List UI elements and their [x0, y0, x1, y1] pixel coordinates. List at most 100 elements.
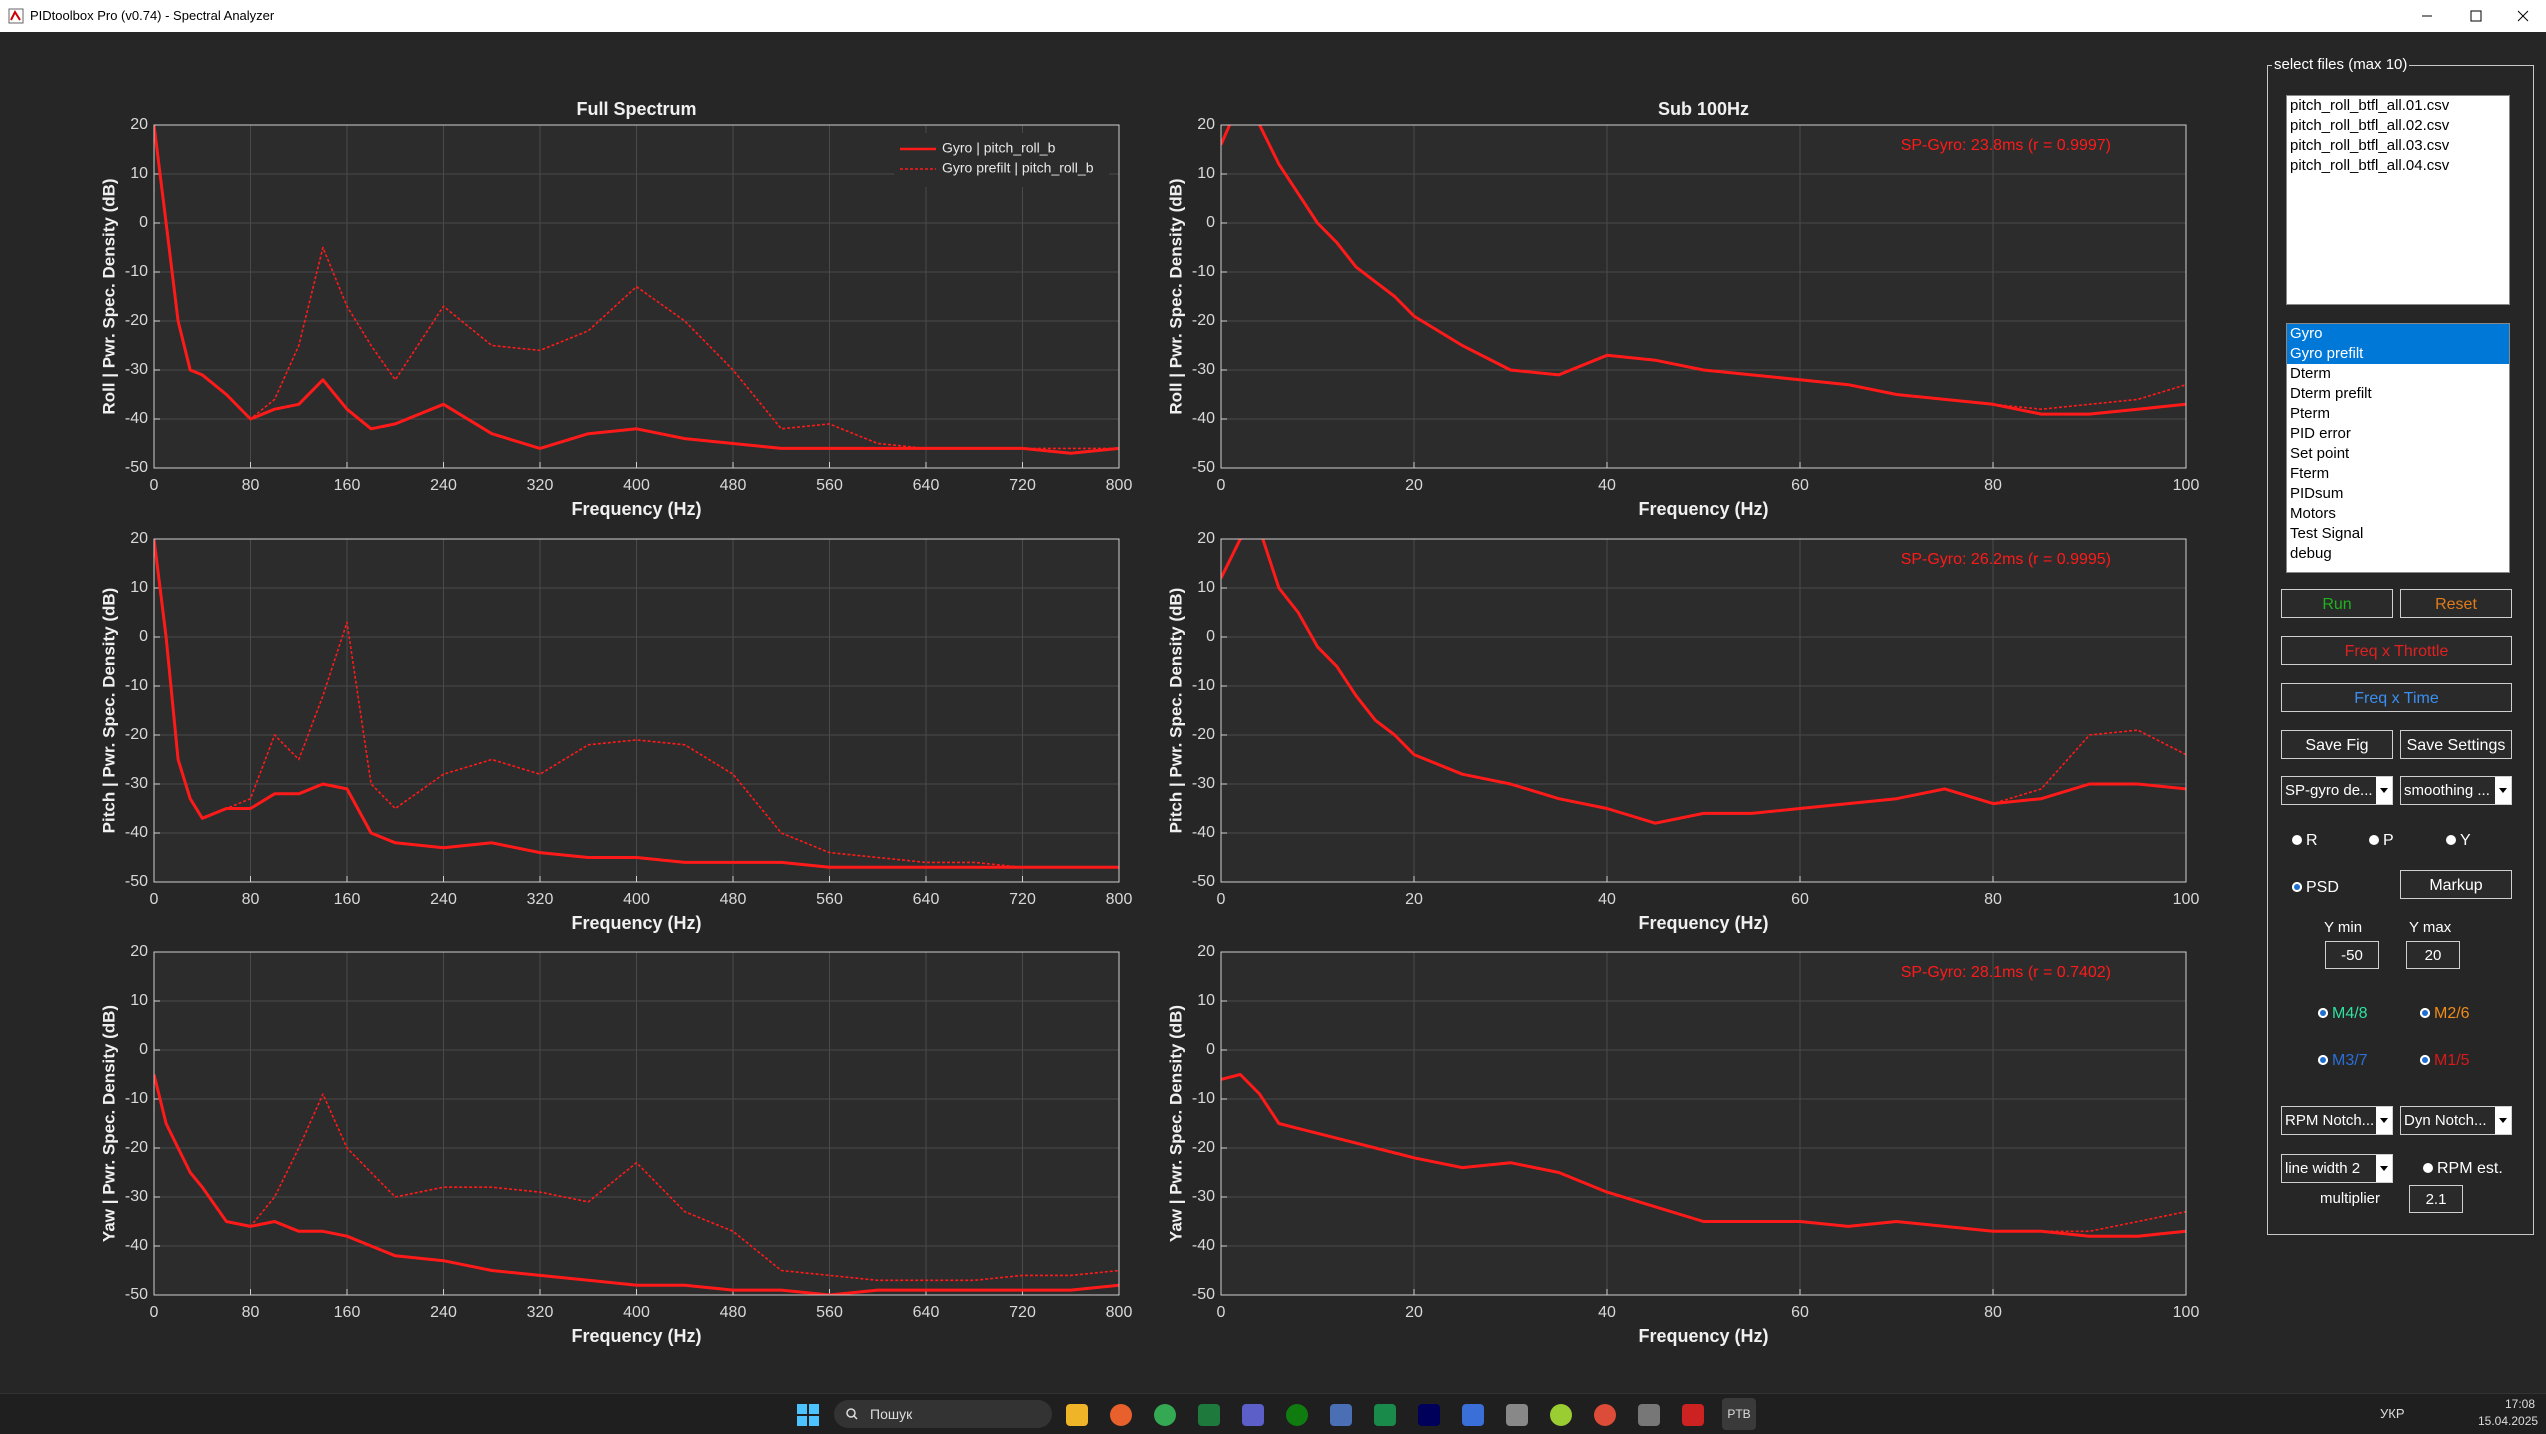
clock-time[interactable]: 17:08 — [2505, 1397, 2536, 1411]
y-tick-label: 0 — [139, 214, 148, 231]
list-item[interactable]: pitch_roll_btfl_all.02.csv — [2290, 117, 2450, 134]
x-axis-label: Frequency (Hz) — [571, 499, 701, 519]
taskbar-icon[interactable] — [1330, 1404, 1352, 1426]
taskbar-icon[interactable] — [1418, 1404, 1440, 1426]
list-item[interactable]: pitch_roll_btfl_all.01.csv — [2290, 97, 2450, 114]
motor-radio[interactable]: M1/5 — [2420, 1051, 2470, 1071]
list-item[interactable]: Gyro prefilt — [2287, 344, 2509, 364]
list-item[interactable]: PID error — [2290, 425, 2351, 442]
control-panel: select files (max 10) pitch_roll_btfl_al… — [2267, 56, 2534, 1235]
axis-radio[interactable]: R — [2292, 831, 2318, 851]
list-item[interactable]: pitch_roll_btfl_all.04.csv — [2290, 157, 2450, 174]
list-item[interactable]: Test Signal — [2290, 525, 2364, 542]
active-app[interactable]: PTB — [1722, 1398, 1756, 1430]
psd-radio[interactable]: PSD — [2292, 878, 2339, 898]
x-tick-label: 80 — [242, 477, 260, 494]
x-tick-label: 560 — [816, 1304, 843, 1321]
taskbar-icon[interactable] — [1198, 1404, 1220, 1426]
taskbar-icon[interactable] — [1682, 1404, 1704, 1426]
axes-box — [1220, 538, 2187, 883]
list-item[interactable]: PIDsum — [2290, 485, 2344, 502]
taskbar-icon[interactable] — [1242, 1404, 1264, 1426]
axes: -50 -40 -30 -20 -10 0 10 20 0 20 40 60 80 100 Frequenc… — [1166, 943, 2199, 1346]
x-tick-label: 240 — [430, 477, 457, 494]
y-tick-label: -40 — [125, 410, 148, 427]
x-tick-label: 0 — [1217, 1304, 1226, 1321]
list-item[interactable]: debug — [2290, 545, 2332, 562]
smoothing-dropdown[interactable]: smoothing ... — [2400, 776, 2512, 805]
dyn-notch-dropdown[interactable]: Dyn Notch... — [2400, 1106, 2512, 1135]
start-button[interactable] — [796, 1403, 820, 1427]
markup-button[interactable]: Markup — [2400, 870, 2512, 899]
list-item[interactable]: Set point — [2290, 445, 2350, 462]
ymax-input[interactable]: 20 — [2406, 941, 2460, 969]
taskbar-icon[interactable] — [1154, 1404, 1176, 1426]
radio-label: M4/8 — [2332, 1005, 2368, 1022]
y-tick-label: -20 — [125, 312, 148, 329]
motor-radio[interactable]: M4/8 — [2318, 1004, 2368, 1024]
radio-label: RPM est. — [2437, 1160, 2503, 1177]
sp-dropdown[interactable]: SP-gyro de... — [2281, 776, 2393, 805]
axes: -50 -40 -30 -20 -10 0 10 20 0 80 160 240 320 400 480 56… — [99, 530, 1132, 933]
signal-list[interactable]: Gyro Gyro prefilt Dterm Dterm prefilt Pterm P… — [2286, 323, 2510, 573]
multiplier-input[interactable]: 2.1 — [2409, 1185, 2463, 1213]
y-tick-label: -20 — [125, 1139, 148, 1156]
ymin-input[interactable]: -50 — [2325, 941, 2379, 969]
clock-date[interactable]: 15.04.2025 — [2478, 1414, 2539, 1428]
list-item[interactable]: Motors — [2290, 505, 2336, 522]
radio-label: R — [2306, 832, 2318, 849]
y-tick-label: -30 — [1192, 1188, 1215, 1205]
x-tick-label: 800 — [1106, 1304, 1133, 1321]
y-tick-label: 0 — [1206, 628, 1215, 645]
save-settings-button[interactable]: Save Settings — [2400, 730, 2512, 759]
axis-radio[interactable]: Y — [2446, 831, 2471, 851]
axis-radio[interactable]: P — [2369, 831, 2394, 851]
taskbar-icon[interactable] — [1462, 1404, 1484, 1426]
freq-throttle-button[interactable]: Freq x Throttle — [2281, 636, 2512, 665]
reset-button[interactable]: Reset — [2400, 589, 2512, 618]
file-list[interactable]: pitch_roll_btfl_all.01.csv pitch_roll_btf… — [2286, 95, 2510, 305]
x-tick-label: 800 — [1106, 891, 1133, 908]
taskbar-icon[interactable] — [1110, 1404, 1132, 1426]
y-tick-label: -50 — [1192, 1286, 1215, 1303]
run-button[interactable]: Run — [2281, 589, 2393, 618]
taskbar-icon[interactable] — [1638, 1404, 1660, 1426]
list-item[interactable]: Pterm — [2290, 405, 2331, 422]
series-group — [1221, 539, 2186, 825]
list-item[interactable]: Dterm prefilt — [2290, 385, 2372, 402]
taskbar-icon[interactable] — [1506, 1404, 1528, 1426]
line-width-dropdown[interactable]: line width 2 — [2281, 1154, 2393, 1183]
y-tick-label: 10 — [1197, 165, 1215, 182]
x-tick-label: 800 — [1106, 477, 1133, 494]
y-tick-label: -50 — [1192, 873, 1215, 890]
window-controls[interactable] — [2400, 0, 2546, 32]
annotation: SP-Gyro: 23.8ms (r = 0.9997) — [1901, 137, 2111, 154]
motor-radio[interactable]: M2/6 — [2420, 1004, 2470, 1024]
list-item[interactable]: pitch_roll_btfl_all.03.csv — [2290, 137, 2450, 154]
list-item[interactable]: Fterm — [2290, 465, 2330, 482]
motor-radio[interactable]: M3/7 — [2318, 1051, 2368, 1071]
taskbar-icon[interactable] — [1286, 1404, 1308, 1426]
list-item[interactable]: Dterm — [2290, 365, 2331, 382]
rpm-notch-dropdown[interactable]: RPM Notch... — [2281, 1106, 2393, 1135]
search-box[interactable]: Пошук — [834, 1400, 1052, 1428]
freq-time-button[interactable]: Freq x Time — [2281, 683, 2512, 712]
x-axis-label: Frequency (Hz) — [1638, 1326, 1768, 1346]
x-axis-label: Frequency (Hz) — [1638, 913, 1768, 933]
taskbar-icon[interactable] — [1374, 1404, 1396, 1426]
app-label: PTB — [1727, 1407, 1751, 1421]
save-fig-button[interactable]: Save Fig — [2281, 730, 2393, 759]
taskbar-icon[interactable] — [1550, 1404, 1572, 1426]
x-tick-label: 720 — [1009, 1304, 1036, 1321]
radio-label: Y — [2460, 832, 2471, 849]
list-item[interactable]: Gyro — [2287, 324, 2509, 344]
x-tick-label: 320 — [527, 1304, 554, 1321]
taskbar-icon[interactable] — [1066, 1404, 1088, 1426]
y-tick-label: 0 — [139, 1041, 148, 1058]
language[interactable]: УКР — [2380, 1406, 2405, 1421]
rpm-est-radio[interactable]: RPM est. — [2423, 1159, 2503, 1179]
x-tick-label: 480 — [720, 891, 747, 908]
taskbar-icon[interactable] — [1594, 1404, 1616, 1426]
